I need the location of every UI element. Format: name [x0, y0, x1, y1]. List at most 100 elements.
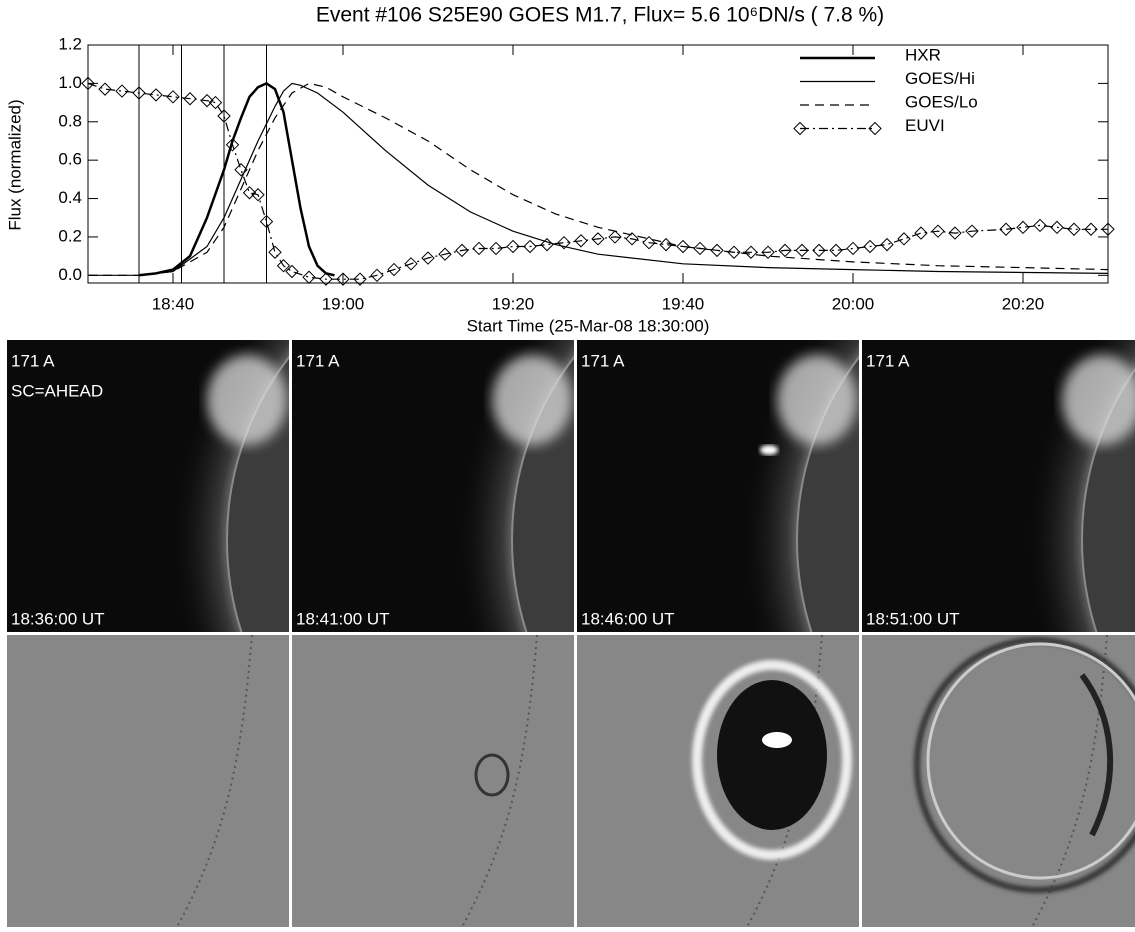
data-point	[276, 259, 291, 273]
loop-feature	[474, 753, 510, 797]
cme-bright-front	[692, 660, 852, 860]
active-region	[777, 355, 857, 445]
data-point	[370, 268, 384, 283]
data-point	[897, 232, 911, 246]
data-point	[1016, 220, 1030, 235]
data-point	[455, 243, 469, 258]
legend-label: GOES/Lo	[905, 92, 978, 111]
x-tick-label: 20:00	[832, 294, 875, 313]
y-tick-label: 0.4	[58, 188, 82, 207]
data-point	[208, 95, 223, 110]
panel-time: 18:36:00 UT	[11, 609, 105, 628]
data-point	[880, 237, 894, 252]
panel-wavelength: 171 A	[866, 351, 910, 370]
data-point	[259, 214, 274, 229]
data-point	[727, 245, 741, 259]
data-point	[489, 241, 503, 256]
panel-time: 18:46:00 UT	[581, 609, 675, 628]
legend-marker	[793, 121, 807, 136]
panel-time: 18:41:00 UT	[296, 609, 390, 628]
series-line	[87, 82, 1108, 280]
legend-label: EUVI	[905, 116, 945, 135]
legend-marker	[868, 121, 882, 136]
data-point	[523, 239, 537, 254]
data-point	[540, 237, 554, 252]
data-point	[1067, 222, 1081, 236]
data-point	[812, 243, 826, 258]
data-point	[608, 230, 622, 244]
data-point	[710, 243, 724, 258]
active-region	[1062, 355, 1135, 445]
data-point	[1101, 222, 1115, 236]
cme-structure	[1079, 673, 1114, 837]
limb-trace	[746, 635, 823, 927]
active-region	[492, 355, 572, 445]
data-point	[863, 239, 877, 254]
data-point	[914, 226, 928, 240]
data-point	[999, 222, 1013, 236]
data-point	[336, 272, 350, 286]
data-point	[285, 264, 299, 279]
difference-image	[862, 635, 1135, 927]
image-panels: 171 A SC=AHEAD 18:36:00 UT 171 A 18:41:00 UT…	[7, 340, 1135, 927]
data-point	[931, 224, 945, 238]
data-point	[81, 76, 95, 91]
data-point	[438, 247, 452, 261]
data-point	[965, 224, 979, 238]
active-region	[207, 355, 287, 445]
data-point	[472, 241, 486, 256]
x-tick-label: 19:20	[492, 294, 535, 313]
data-point	[353, 272, 367, 286]
y-tick-label: 1.2	[58, 34, 82, 53]
panel-wavelength: 171 A	[11, 351, 55, 370]
data-point	[98, 82, 112, 96]
plot-frame	[87, 44, 1109, 284]
cme-dark-core	[717, 680, 827, 830]
image-background	[292, 635, 574, 927]
data-point	[659, 237, 673, 252]
data-point	[778, 243, 792, 258]
data-point	[319, 272, 333, 286]
panel-time: 18:51:00 UT	[866, 609, 960, 628]
data-point	[225, 138, 240, 152]
data-point	[404, 257, 418, 271]
chart-title: Event #106 S25E90 GOES M1.7, Flux= 5.6 1…	[316, 4, 884, 27]
data-point	[506, 239, 520, 254]
data-point	[846, 241, 860, 256]
data-point	[1050, 220, 1064, 235]
legend-label: GOES/Hi	[905, 69, 975, 88]
euvi-image: 171 A 18:51:00 UT	[862, 340, 1135, 632]
y-tick-label: 0.0	[58, 265, 82, 284]
data-point	[200, 93, 214, 108]
data-point	[234, 163, 248, 177]
cme-front-bright	[926, 642, 1135, 880]
euvi-image: 171 A 18:46:00 UT	[577, 340, 859, 632]
difference-image	[292, 635, 574, 927]
panel-spacecraft: SC=AHEAD	[11, 381, 103, 400]
data-point	[591, 232, 605, 246]
euvi-image: 171 A 18:41:00 UT	[292, 340, 574, 632]
data-point	[166, 90, 180, 104]
series-line	[88, 82, 1109, 276]
data-point	[744, 245, 758, 259]
legend-label: HXR	[905, 45, 941, 64]
y-tick-label: 0.6	[58, 150, 82, 169]
data-point	[693, 241, 707, 256]
data-point	[302, 270, 316, 284]
limb-trace	[176, 635, 253, 927]
euvi-image: 171 A SC=AHEAD 18:36:00 UT	[7, 340, 289, 632]
data-point	[574, 234, 588, 248]
data-point	[115, 84, 129, 98]
data-point	[557, 235, 571, 250]
data-point	[625, 232, 639, 246]
x-tick-label: 18:40	[152, 294, 195, 313]
data-point	[242, 186, 257, 200]
data-point	[149, 88, 163, 102]
data-point	[795, 243, 809, 258]
data-point	[268, 245, 282, 259]
data-point	[251, 188, 265, 202]
x-tick-label: 19:40	[662, 294, 705, 313]
x-tick-label: 19:00	[322, 294, 365, 313]
image-background	[7, 635, 289, 927]
data-point	[948, 226, 962, 240]
